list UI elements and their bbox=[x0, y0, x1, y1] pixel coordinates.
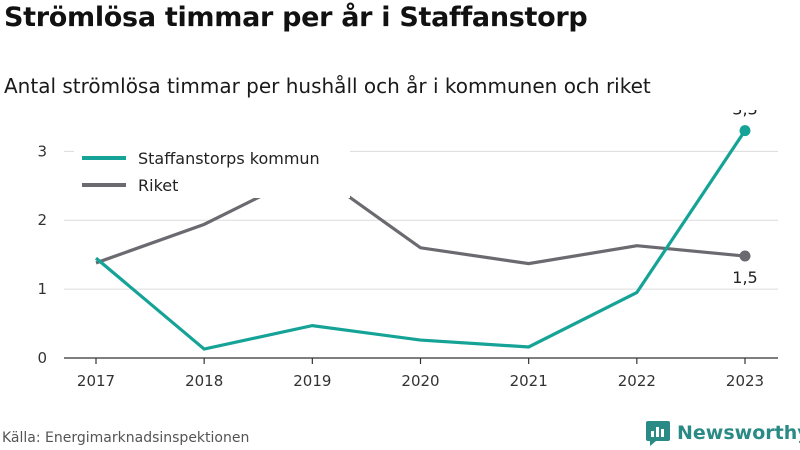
x-tick-label: 2018 bbox=[185, 372, 223, 390]
x-tick-label: 2019 bbox=[293, 372, 331, 390]
end-point-staffanstorp bbox=[739, 125, 751, 137]
x-tick-label: 2022 bbox=[618, 372, 656, 390]
end-point-riket bbox=[739, 250, 751, 262]
source-note: Källa: Energimarknadsinspektionen bbox=[2, 430, 250, 446]
line-chart: 0 1 2 3 2017 2018 2019 2020 2021 2022 2023 3,3 1,5 St… bbox=[37, 110, 778, 390]
y-tick-label: 3 bbox=[37, 142, 47, 160]
newsworthy-logo-icon bbox=[646, 421, 670, 446]
legend-background bbox=[74, 142, 350, 198]
chart-title: Strömlösa timmar per år i Staffanstorp bbox=[4, 2, 588, 33]
brand-name: Newsworthy bbox=[677, 422, 800, 444]
end-label-staffanstorp: 3,3 bbox=[732, 110, 757, 119]
x-tick-label: 2021 bbox=[510, 372, 548, 390]
y-tick-label: 1 bbox=[37, 280, 47, 298]
end-label-riket: 1,5 bbox=[732, 268, 757, 287]
y-tick-label: 2 bbox=[37, 211, 47, 229]
brand-logo: Newsworthy bbox=[645, 419, 800, 447]
y-tick-label: 0 bbox=[37, 349, 47, 367]
x-tick-label: 2023 bbox=[726, 372, 764, 390]
series-line-staffanstorp bbox=[94, 129, 747, 351]
legend-label-staffanstorp: Staffanstorps kommun bbox=[138, 149, 320, 168]
x-tick-label: 2017 bbox=[77, 372, 115, 390]
legend-label-riket: Riket bbox=[138, 176, 178, 195]
x-tick-label: 2020 bbox=[401, 372, 439, 390]
series-line-riket bbox=[95, 168, 746, 266]
chart-subtitle: Antal strömlösa timmar per hushåll och å… bbox=[4, 74, 651, 98]
